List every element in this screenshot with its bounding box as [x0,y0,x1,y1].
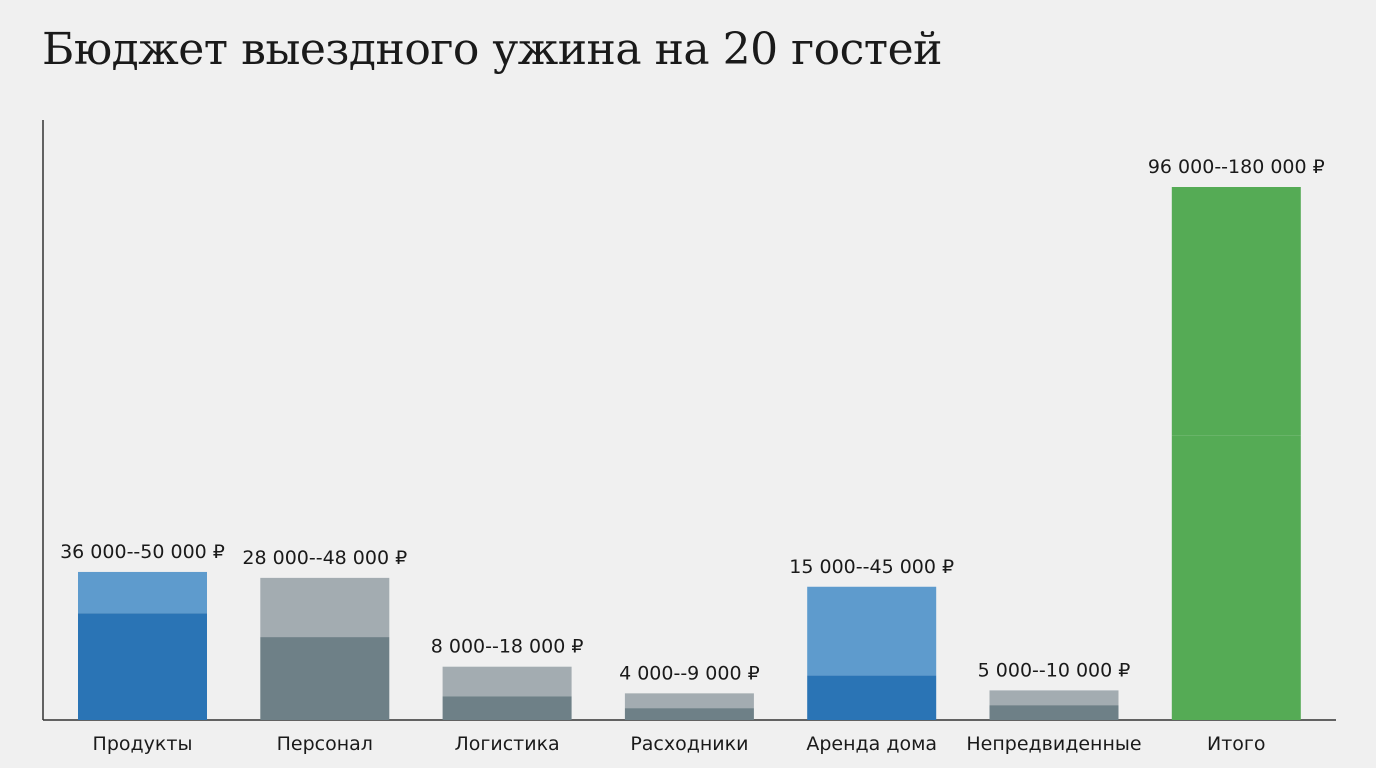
data-label: 8 000--18 000 ₽ [431,636,584,658]
bar-group: 28 000--48 000 ₽ Персонал [242,547,407,755]
bar-group: 8 000--18 000 ₽ Логистика [431,636,584,755]
bar-group: 4 000--9 000 ₽ Расходники [619,662,760,755]
category-label: Продукты [93,733,193,755]
bar-group: 5 000--10 000 ₽ Непредвиденные [966,659,1141,755]
data-label: 28 000--48 000 ₽ [242,547,407,569]
chart-title: Бюджет выездного ужина на 20 гостей [42,24,943,75]
data-label: 5 000--10 000 ₽ [978,659,1131,681]
bar-min-segment [260,637,390,720]
bar-min-segment [807,675,937,720]
data-label: 4 000--9 000 ₽ [619,662,760,684]
bar-min-segment [624,708,754,720]
category-label: Непредвиденные [966,733,1141,755]
bar-group: 15 000--45 000 ₽ Аренда дома [789,556,954,755]
bar-min-segment [442,696,572,720]
bar-max-segment [989,690,1119,706]
category-label: Расходники [630,733,748,755]
category-label: Аренда дома [806,733,937,755]
category-label: Персонал [277,733,373,755]
bar-max-segment [260,577,390,638]
bar-max-segment [807,586,937,676]
bar-min-segment [989,705,1119,720]
bar-max-segment [624,693,754,709]
bar-group: 36 000--50 000 ₽ Продукты [60,541,225,755]
bar-max-segment [78,571,207,614]
category-label: Итого [1207,733,1266,755]
bar-min-segment [78,613,207,720]
bar-max-segment [442,666,572,697]
bar-min-segment [1171,435,1301,720]
data-label: 96 000--180 000 ₽ [1148,156,1325,178]
data-label: 15 000--45 000 ₽ [789,556,954,578]
category-label: Логистика [454,733,559,755]
bar-max-segment [1171,187,1301,436]
data-label: 36 000--50 000 ₽ [60,541,225,563]
bar-group: 96 000--180 000 ₽ Итого [1148,156,1325,755]
